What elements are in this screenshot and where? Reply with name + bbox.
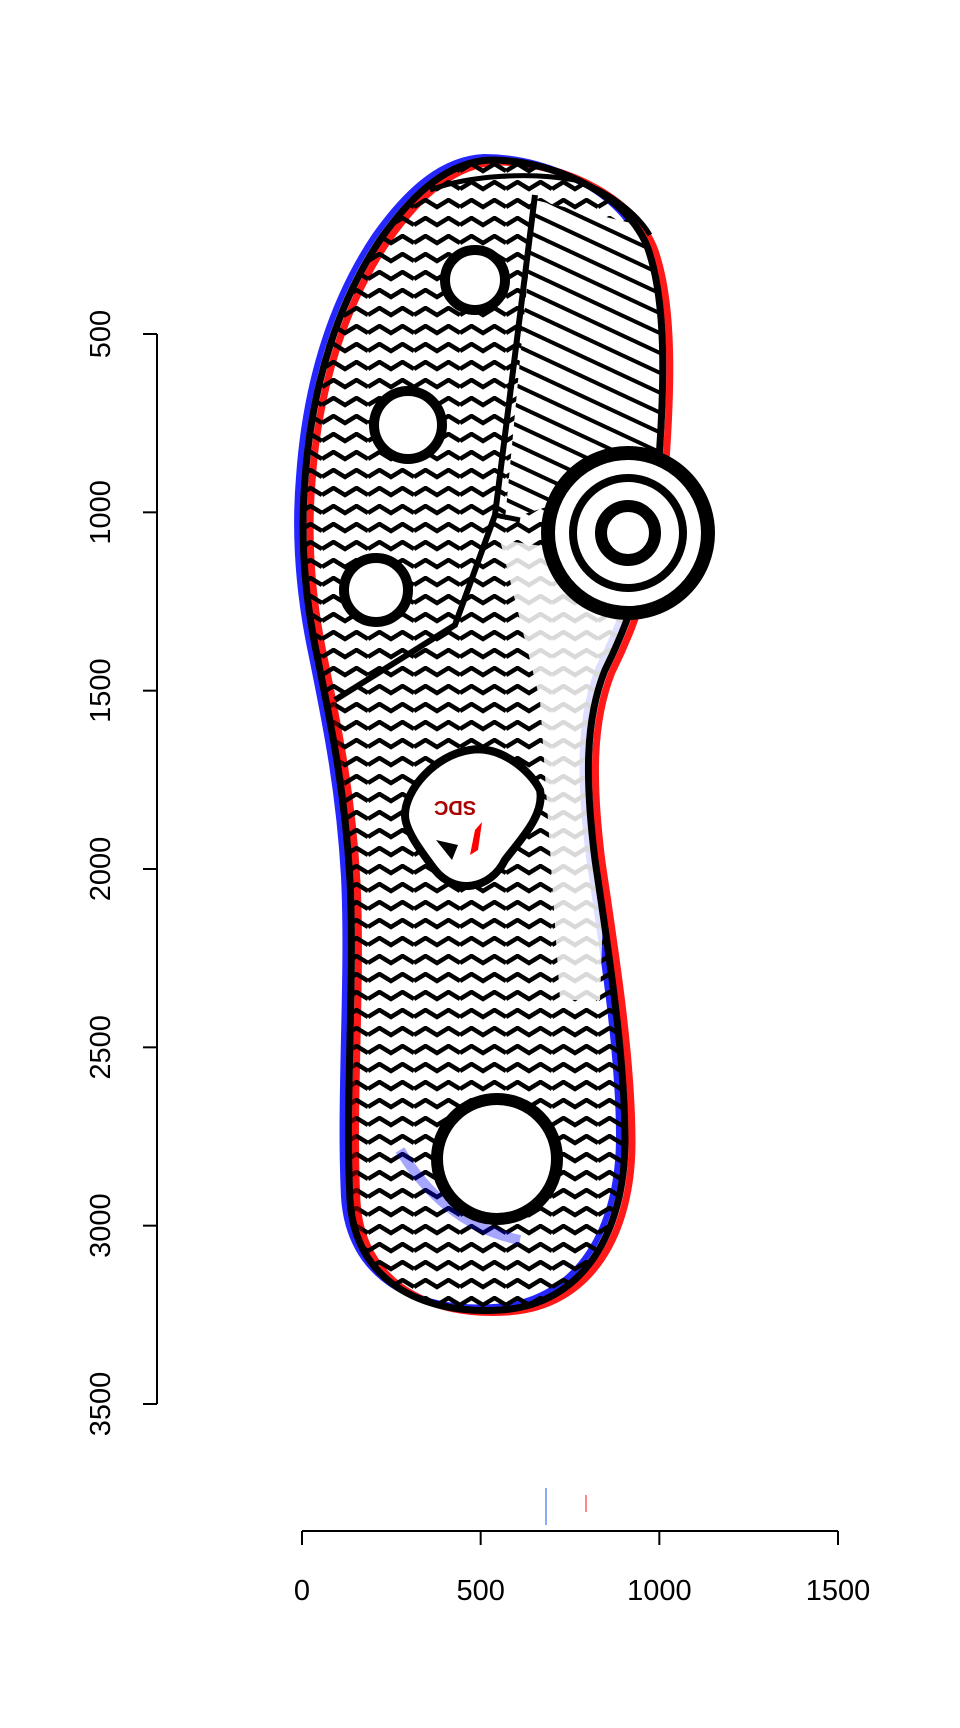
x-tick-label: 1000 <box>627 1575 692 1607</box>
forefoot-division-line <box>333 194 538 703</box>
stud-forefoot-left <box>369 386 447 464</box>
y-tick-label: 3000 <box>85 1193 117 1258</box>
logo-pad <box>400 745 545 890</box>
logo-mark-right <box>470 822 482 855</box>
midfoot-plain-region <box>500 540 640 1000</box>
x-tick-label: 1500 <box>806 1575 871 1607</box>
x-tick-label: 500 <box>456 1575 504 1607</box>
y-tick-label: 1000 <box>85 480 117 545</box>
x-axis: 0 500 1000 1500 <box>294 1530 871 1607</box>
y-axis: 500 1000 1500 2000 2500 3000 3500 <box>85 310 158 1437</box>
stud-forefoot-top <box>440 245 510 315</box>
stud-forefoot-lower <box>339 553 413 627</box>
y-tick-label: 3500 <box>85 1372 117 1437</box>
pivot-ring-inner <box>595 500 661 566</box>
logo-mark-left <box>436 840 458 860</box>
forefoot-cross-line <box>494 512 521 523</box>
y-tick-label: 1500 <box>85 658 117 723</box>
toe-rim-line <box>429 173 653 237</box>
stud-heel <box>431 1093 563 1225</box>
y-tick-label: 500 <box>85 310 117 358</box>
pivot-ring-mid <box>569 474 687 592</box>
sole-logo-text: SDC <box>434 796 476 818</box>
y-tick-label: 2500 <box>85 1015 117 1080</box>
sole-image: SDC <box>294 153 715 1316</box>
y-tick-label: 2000 <box>85 837 117 902</box>
blue-tread-tint <box>395 1147 521 1245</box>
x-tick-label: 0 <box>294 1575 310 1607</box>
